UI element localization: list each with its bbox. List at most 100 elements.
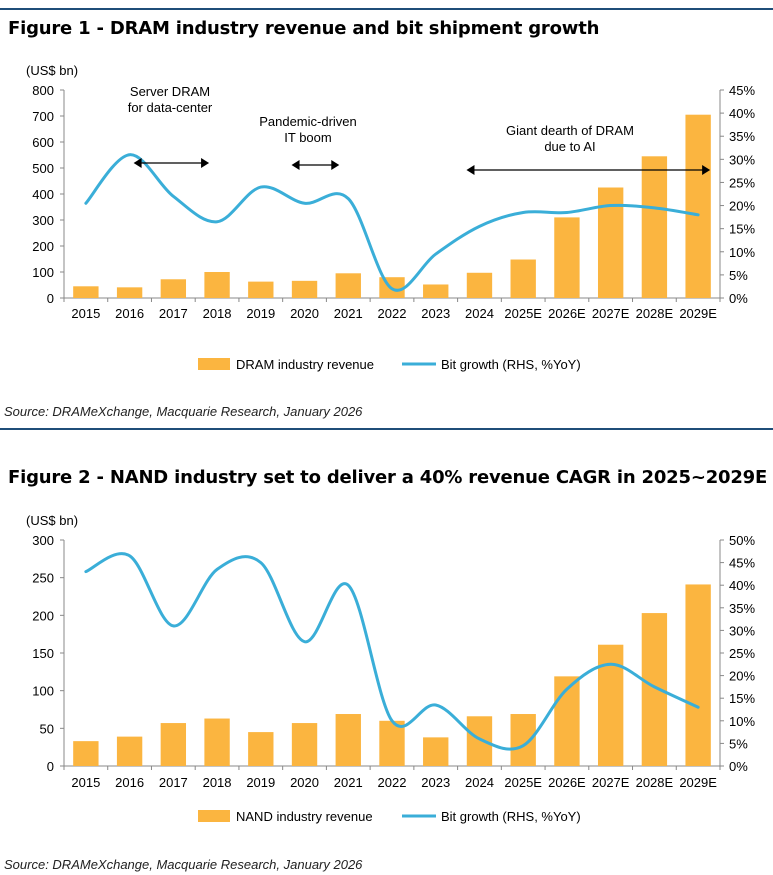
chart2-right-tick-label: 15% [729, 691, 755, 706]
chart1-x-tick-label: 2018 [203, 306, 232, 321]
chart2-right-tick-label: 0% [729, 759, 748, 774]
chart1-x-tick-label: 2026E [548, 306, 586, 321]
chart2-x-tick-label: 2027E [592, 775, 630, 790]
top-divider [0, 8, 773, 10]
chart2-x-tick-label: 2026E [548, 775, 586, 790]
chart2-bar [466, 716, 493, 766]
chart1-left-tick-label: 400 [32, 187, 54, 202]
chart2-right-tick-label: 10% [729, 714, 755, 729]
chart2-right-tick-label: 20% [729, 669, 755, 684]
chart1-bar [466, 272, 493, 298]
chart1-left-tick-label: 100 [32, 265, 54, 280]
chart2-bar [379, 720, 405, 766]
chart2-x-tick-label: 2015 [71, 775, 100, 790]
chart1-x-tick-label: 2029E [679, 306, 717, 321]
chart1-legend-bar-label: DRAM industry revenue [236, 357, 374, 372]
chart1-annotation-text: Pandemic-driven [259, 114, 357, 129]
chart1-x-tick-label: 2028E [636, 306, 674, 321]
chart2-right-tick-label: 45% [729, 556, 755, 571]
chart1-left-tick-label: 500 [32, 161, 54, 176]
chart2-bar [554, 676, 580, 766]
chart2-right-tick-label: 35% [729, 601, 755, 616]
chart1-left-tick-label: 800 [32, 83, 54, 98]
chart1-left-tick-label: 700 [32, 109, 54, 124]
chart1-y-axis-unit: (US$ bn) [26, 63, 78, 78]
chart1-arrowhead-right-icon [702, 165, 711, 175]
chart2-bar [248, 732, 274, 766]
chart1-bar [554, 217, 580, 298]
chart1-right-tick-label: 30% [729, 152, 755, 167]
chart2-x-tick-label: 2017 [159, 775, 188, 790]
chart2-x-tick-label: 2028E [636, 775, 674, 790]
chart2-right-tick-label: 5% [729, 736, 748, 751]
chart2-x-tick-label: 2020 [290, 775, 319, 790]
chart1-x-tick-label: 2017 [159, 306, 188, 321]
chart2-left-tick-label: 0 [47, 759, 54, 774]
chart2-bar [510, 714, 536, 766]
figure-1-source: Source: DRAMeXchange, Macquarie Research… [4, 404, 363, 419]
chart1-x-tick-label: 2016 [115, 306, 144, 321]
chart2-x-tick-label: 2016 [115, 775, 144, 790]
chart1-right-tick-label: 0% [729, 291, 748, 306]
chart2-x-tick-label: 2029E [679, 775, 717, 790]
chart1-x-tick-label: 2015 [71, 306, 100, 321]
chart2-x-tick-label: 2023 [421, 775, 450, 790]
chart2-left-tick-label: 300 [32, 533, 54, 548]
chart1-annotation-text: Server DRAM [130, 84, 210, 99]
chart2-right-tick-label: 25% [729, 646, 755, 661]
figure-2-title: Figure 2 - NAND industry set to deliver … [8, 467, 768, 488]
chart1-right-tick-label: 5% [729, 268, 748, 283]
chart2-bar [335, 714, 361, 766]
chart2-bar [685, 584, 711, 766]
chart1-x-tick-label: 2020 [290, 306, 319, 321]
chart1-right-tick-label: 15% [729, 222, 755, 237]
chart1-annotation-text: Giant dearth of DRAM [506, 123, 634, 138]
chart1-right-tick-label: 35% [729, 129, 755, 144]
chart1-arrowhead-left-icon [133, 158, 142, 168]
chart1-right-tick-label: 20% [729, 199, 755, 214]
chart1-x-tick-label: 2022 [378, 306, 407, 321]
chart1-arrowhead-left-icon [466, 165, 475, 175]
chart1-bar [116, 287, 143, 298]
chart2-bar [423, 737, 449, 766]
chart1-bar [335, 273, 361, 298]
chart1-right-tick-label: 10% [729, 245, 755, 260]
chart2-x-tick-label: 2022 [378, 775, 407, 790]
chart1-annotation-text: IT boom [284, 130, 331, 145]
chart2-right-tick-label: 50% [729, 533, 755, 548]
chart1-x-tick-label: 2027E [592, 306, 630, 321]
chart1-x-tick-label: 2024 [465, 306, 494, 321]
chart2-x-tick-label: 2025E [504, 775, 542, 790]
chart2-right-tick-label: 40% [729, 578, 755, 593]
chart2-x-tick-label: 2019 [246, 775, 275, 790]
chart2-bar [160, 723, 187, 766]
chart1-bar [510, 259, 536, 298]
chart2-left-tick-label: 50 [40, 721, 54, 736]
chart2-legend-bar-label: NAND industry revenue [236, 809, 373, 824]
chart1-arrowhead-right-icon [331, 160, 340, 170]
chart1-x-tick-label: 2021 [334, 306, 363, 321]
chart2-legend-bar-swatch [198, 810, 230, 822]
chart1-legend-bar-swatch [198, 358, 230, 370]
chart2-left-tick-label: 250 [32, 571, 54, 586]
chart2-left-tick-label: 150 [32, 646, 54, 661]
chart1-x-tick-label: 2019 [246, 306, 275, 321]
chart2-left-tick-label: 200 [32, 608, 54, 623]
chart1-bar [685, 114, 711, 298]
chart1-right-tick-label: 25% [729, 175, 755, 190]
chart1-annotation-text: due to AI [544, 139, 595, 154]
chart1-arrowhead-left-icon [291, 160, 300, 170]
chart2-x-tick-label: 2021 [334, 775, 363, 790]
chart1-bit-growth-line [84, 153, 700, 292]
chart1-left-tick-label: 0 [47, 291, 54, 306]
chart1-bar [641, 156, 668, 298]
chart1-legend-line-label: Bit growth (RHS, %YoY) [441, 357, 581, 372]
chart1-x-tick-label: 2023 [421, 306, 450, 321]
chart1-bar [160, 279, 187, 298]
figure-2-source: Source: DRAMeXchange, Macquarie Research… [4, 857, 363, 872]
chart1-x-tick-label: 2025E [504, 306, 542, 321]
chart1-bar [73, 286, 99, 298]
chart2-bit-growth-line [84, 552, 700, 751]
chart2-left-tick-label: 100 [32, 684, 54, 699]
